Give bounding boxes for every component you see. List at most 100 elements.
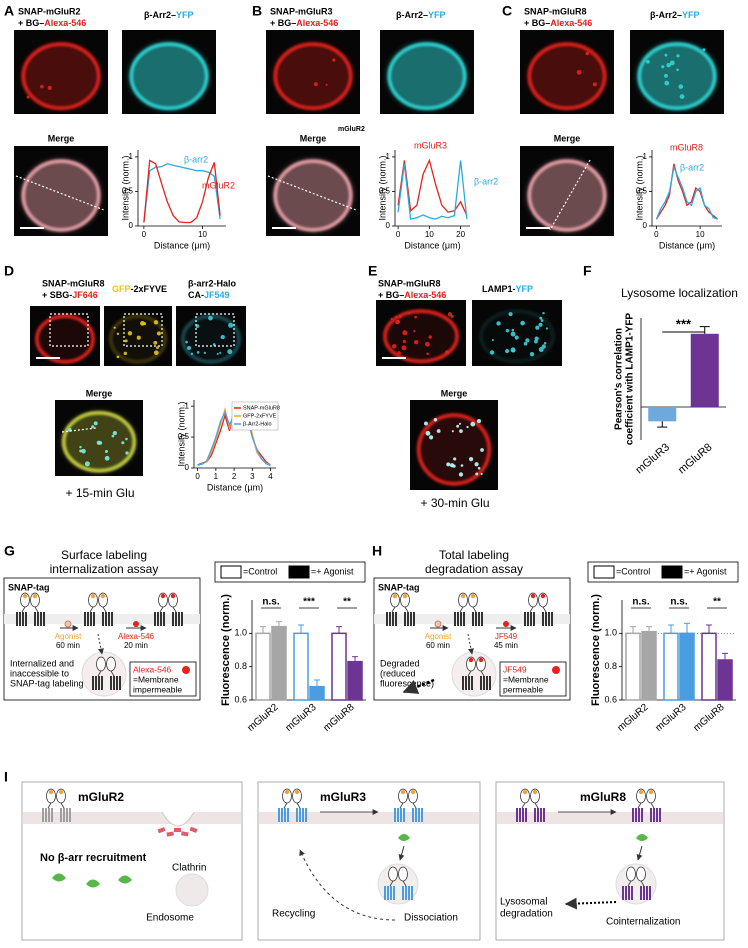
- label: GFP-2xFYVE: [112, 284, 167, 294]
- receptor-tm: [622, 886, 624, 900]
- y-tick-label: 0: [185, 463, 190, 472]
- bar: [293, 632, 309, 701]
- puncta: [470, 421, 476, 427]
- receptor-tm: [411, 886, 413, 900]
- panel-label: I: [4, 769, 8, 785]
- fluorophore: [100, 593, 106, 599]
- label: + BG–Alexa-546: [378, 290, 446, 300]
- cell-membrane: [21, 159, 101, 232]
- profile-line: [397, 160, 468, 220]
- receptor-tm: [299, 808, 301, 822]
- receptor-tm: [635, 808, 637, 822]
- receptor-tm: [454, 612, 456, 626]
- receptor: [391, 606, 396, 613]
- receptor-tm: [160, 612, 162, 626]
- label: Recycling: [272, 909, 315, 920]
- agonist-icon: [434, 620, 442, 628]
- receptor: [60, 802, 65, 809]
- receptor-tm: [404, 612, 406, 626]
- receptor-tm: [483, 676, 485, 690]
- x-tick-label: 1: [214, 472, 219, 481]
- puncta: [511, 348, 516, 353]
- puncta: [395, 315, 398, 318]
- puncta: [220, 336, 223, 339]
- arrow: [398, 845, 405, 861]
- clathrin: [166, 831, 174, 837]
- puncta: [474, 462, 479, 467]
- receptor: [389, 880, 394, 887]
- receptor-tm: [63, 808, 65, 822]
- label: 45 min: [494, 641, 518, 650]
- cell-membrane: [21, 42, 101, 111]
- y-axis-label: Fluorescence (norm.): [220, 594, 232, 706]
- bar: [701, 632, 717, 701]
- puncta: [47, 85, 52, 90]
- puncta: [510, 331, 516, 337]
- puncta: [113, 326, 116, 329]
- dye-icon: [133, 621, 139, 627]
- receptor-tm: [105, 612, 107, 626]
- puncta: [520, 320, 525, 326]
- receptor-tm: [163, 612, 165, 626]
- puncta: [93, 421, 98, 426]
- receptor-tm: [522, 808, 524, 822]
- receptor: [412, 802, 417, 809]
- receptor: [637, 802, 642, 809]
- receptor: [627, 880, 632, 887]
- label-part: Alexa-546: [550, 18, 592, 28]
- label: SNAP-mGluR8: [42, 278, 105, 288]
- y-tick-label: 0.5: [636, 187, 648, 196]
- y-tick-label: 0: [386, 221, 391, 230]
- dye-icon: [503, 621, 509, 627]
- puncta: [542, 312, 545, 315]
- puncta: [408, 312, 411, 315]
- bar: [331, 632, 347, 701]
- panel-label: F: [583, 263, 592, 279]
- cell-membrane: [273, 159, 353, 232]
- receptor-tm: [486, 676, 488, 690]
- panel-label: E: [368, 263, 377, 279]
- receptor: [636, 866, 646, 882]
- receptor-tm: [545, 612, 547, 626]
- panel-label: H: [372, 543, 382, 559]
- cell-body: [387, 42, 467, 110]
- panel-label: B: [252, 3, 262, 19]
- label: Agonist: [425, 632, 452, 641]
- fluorophore: [22, 593, 28, 599]
- receptor-tm: [402, 886, 404, 900]
- puncta: [81, 448, 86, 454]
- receptor: [106, 656, 116, 672]
- receptor-tm: [384, 886, 386, 900]
- label: CA-JF549: [188, 290, 230, 300]
- label-part: + SBG-: [42, 290, 72, 300]
- puncta: [459, 429, 463, 434]
- legend-label: GFP-2xFYVE: [243, 413, 277, 419]
- cell-body: [383, 309, 459, 363]
- receptor: [542, 606, 547, 613]
- receptor: [89, 606, 94, 613]
- label: fluorescence): [380, 678, 434, 688]
- receptor: [102, 606, 107, 613]
- label: =Membrane: [133, 674, 179, 684]
- clathrin-pit: [161, 811, 195, 827]
- receptor: [398, 866, 408, 882]
- puncta: [436, 429, 441, 433]
- label-part: Alexa-546: [296, 18, 338, 28]
- puncta: [228, 322, 234, 328]
- panel-label: D: [4, 263, 14, 279]
- receptor-tm: [395, 612, 397, 626]
- fluorophore: [294, 789, 300, 795]
- receptor-tm: [98, 676, 100, 690]
- puncta: [523, 341, 528, 346]
- puncta: [40, 84, 44, 89]
- label-part: Alexa-546: [404, 290, 446, 300]
- fluorophore: [532, 789, 538, 795]
- fluorophore: [58, 789, 64, 795]
- puncta: [190, 352, 194, 356]
- puncta: [451, 430, 454, 433]
- receptor: [172, 606, 177, 613]
- receptor-tm: [480, 676, 482, 690]
- puncta: [153, 320, 159, 325]
- micrograph-signal: [21, 159, 101, 232]
- puncta: [664, 53, 668, 57]
